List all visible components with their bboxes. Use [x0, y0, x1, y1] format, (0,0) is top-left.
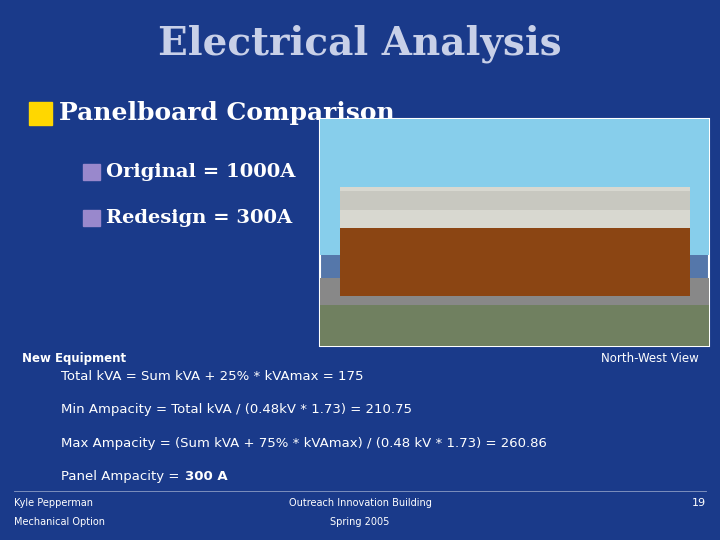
FancyBboxPatch shape	[340, 191, 690, 210]
Bar	[83, 210, 100, 226]
FancyBboxPatch shape	[340, 200, 690, 296]
Text: Redesign = 300A: Redesign = 300A	[106, 208, 292, 227]
Text: Min Ampacity = Total kVA / (0.48kV * 1.73) = 210.75: Min Ampacity = Total kVA / (0.48kV * 1.7…	[61, 403, 412, 416]
FancyBboxPatch shape	[340, 187, 690, 228]
Text: Mechanical Option: Mechanical Option	[14, 517, 105, 528]
FancyBboxPatch shape	[320, 119, 709, 346]
FancyBboxPatch shape	[320, 119, 709, 255]
Text: Panelboard Comparison: Panelboard Comparison	[59, 102, 395, 125]
Text: Kyle Pepperman: Kyle Pepperman	[14, 498, 94, 508]
Text: Electrical Analysis: Electrical Analysis	[158, 24, 562, 63]
Text: 19: 19	[691, 498, 706, 508]
Text: New Equipment: New Equipment	[22, 352, 126, 365]
Bar	[83, 164, 100, 180]
Bar	[29, 102, 52, 125]
Text: Outreach Innovation Building: Outreach Innovation Building	[289, 498, 431, 508]
FancyBboxPatch shape	[320, 278, 709, 305]
Text: Panel Ampacity =: Panel Ampacity =	[61, 470, 184, 483]
Text: Spring 2005: Spring 2005	[330, 517, 390, 528]
Text: Total kVA = Sum kVA + 25% * kVAmax = 175: Total kVA = Sum kVA + 25% * kVAmax = 175	[61, 370, 364, 383]
Text: Original = 1000A: Original = 1000A	[106, 163, 295, 181]
Text: North-West View: North-West View	[600, 352, 698, 365]
Text: 300 A: 300 A	[185, 470, 228, 483]
FancyBboxPatch shape	[320, 305, 709, 346]
Text: Max Ampacity = (Sum kVA + 75% * kVAmax) / (0.48 kV * 1.73) = 260.86: Max Ampacity = (Sum kVA + 75% * kVAmax) …	[61, 437, 547, 450]
